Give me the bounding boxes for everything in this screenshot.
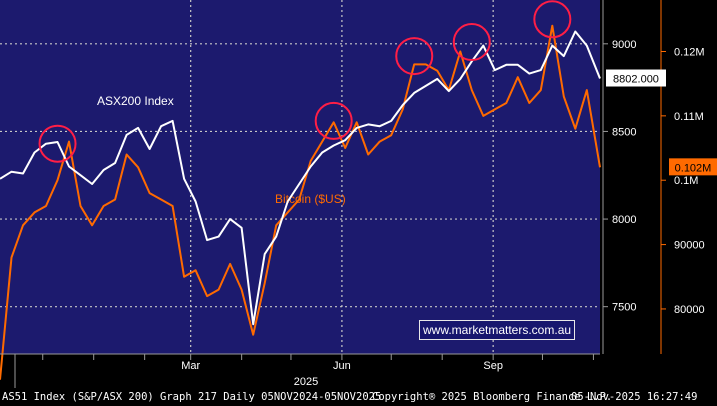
grid [0, 0, 600, 354]
right-axis-tick-label: 0.11M [674, 111, 704, 123]
highlight-circle [314, 101, 353, 140]
x-axis: Mar Jun Sep 2025 [0, 353, 600, 388]
last-value-box-bitcoin [669, 158, 717, 176]
right-axis-tick-label: 90000 [674, 240, 705, 252]
footer: AS51 Index (S&P/ASX 200) Graph 217 Daily… [0, 388, 717, 406]
watermark[interactable]: www.marketmatters.com.au [419, 320, 576, 340]
annotation-bitcoin: Bitcoin ($US) [275, 192, 346, 206]
x-tick-label: Mar [181, 360, 200, 372]
x-year-label: 2025 [294, 376, 318, 388]
last-value-label-asx200: 8802.000 [613, 74, 659, 86]
highlight-circle [533, 0, 572, 39]
series-line-asx200 [0, 30, 601, 326]
last-value-label-bitcoin: 0.102M [675, 162, 712, 174]
right-axis-tick-label: 80000 [674, 304, 705, 316]
last-value-labels: 8802.000 0.102M [606, 69, 717, 176]
last-value-box-asx200 [606, 69, 666, 87]
highlight-circle [452, 23, 491, 62]
plot-area [0, 0, 600, 354]
annotation-asx200: ASX200 Index [97, 94, 174, 108]
footer-copyright: Copyright® 2025 Bloomberg Finance L.P. [372, 391, 613, 403]
x-tick-label: Sep [483, 360, 503, 372]
right-axis-tick-label: 0.1M [674, 175, 698, 187]
series-group [0, 24, 601, 380]
x-tick-label: Jun [333, 360, 351, 372]
right-axis-tick-label: 0.12M [674, 46, 705, 58]
highlight-circles [38, 0, 572, 163]
left-value-axis: 7500 8000 8500 9000 [602, 0, 636, 354]
series-line-bitcoin [0, 24, 601, 380]
footer-timestamp: 05-Nov-2025 16:27:49 [571, 391, 698, 403]
footer-source: AS51 Index (S&P/ASX 200) Graph 217 Daily… [2, 391, 382, 403]
left-axis-tick-label: 8000 [612, 214, 636, 226]
left-axis-tick-label: 7500 [612, 302, 636, 314]
highlight-circle [395, 37, 434, 76]
left-axis-tick-label: 9000 [612, 39, 636, 51]
right-value-axis: 80000 90000 0.1M 0.11M 0.12M [660, 0, 705, 354]
left-axis-tick-label: 8500 [612, 126, 636, 138]
highlight-circle [38, 124, 77, 163]
